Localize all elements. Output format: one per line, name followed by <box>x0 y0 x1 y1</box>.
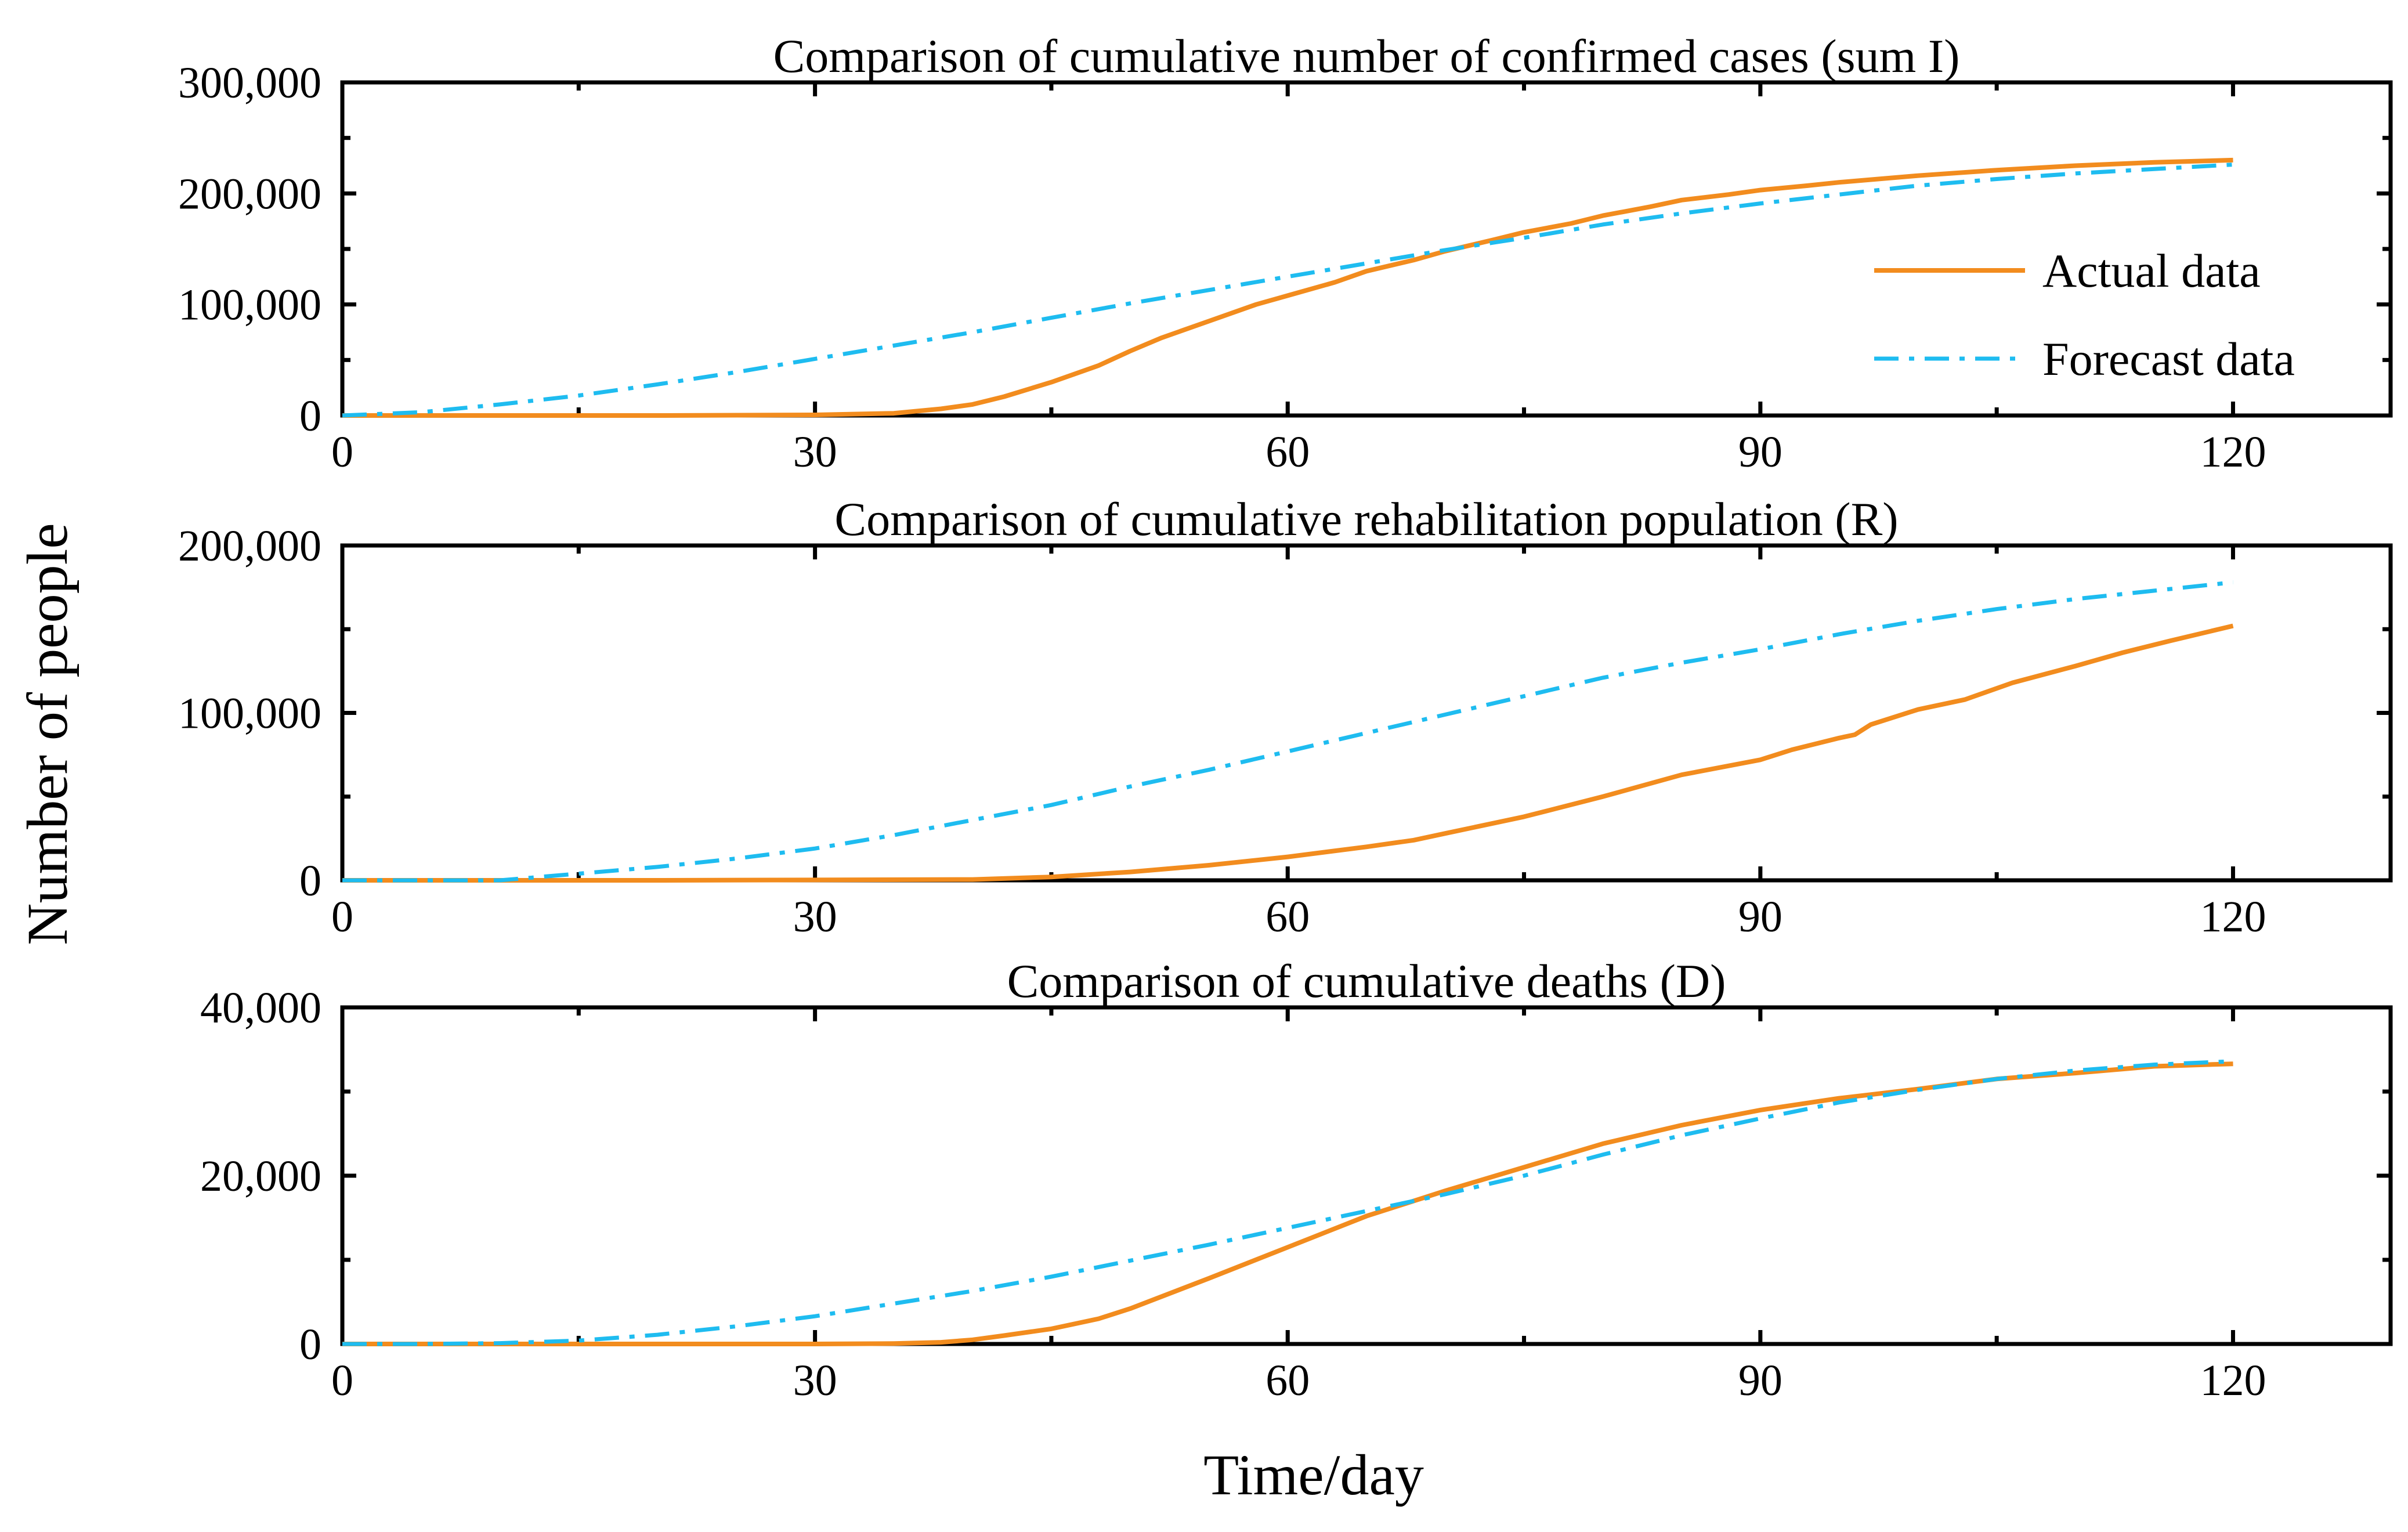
legend-forecast-label: Forecast data <box>2042 333 2295 385</box>
chart-panel: Comparison of cumulative deaths (D) 0 30 60… <box>200 955 2393 1405</box>
y-tick-label: 0 <box>299 392 321 440</box>
series-actual-line <box>342 157 2233 418</box>
chart-panel: Comparison of cumulative number of confi… <box>178 30 2393 476</box>
y-tick-label: 0 <box>299 857 321 905</box>
legend-actual-label: Actual data <box>2042 244 2261 297</box>
x-tick-label: 0 <box>331 1356 353 1405</box>
x-tick-label: 30 <box>793 1356 837 1405</box>
y-tick-label: 20,000 <box>200 1152 321 1201</box>
y-tick-label: 200,000 <box>178 169 321 218</box>
series-forecast-line <box>342 1059 2233 1346</box>
series-forecast-line <box>342 162 2233 418</box>
series-forecast-line <box>342 580 2233 883</box>
legend: Actual data Forecast data <box>1874 244 2295 385</box>
y-tick-label: 40,000 <box>200 984 321 1032</box>
y-tick-label: 0 <box>299 1320 321 1369</box>
chart-panels: Comparison of cumulative number of confi… <box>178 30 2393 1405</box>
y-axis-label: Number of people <box>15 523 79 945</box>
series-actual-line <box>342 1061 2233 1346</box>
chart-panel: Comparison of cumulative rehabilitation … <box>178 493 2393 941</box>
x-tick-label: 120 <box>2200 428 2266 476</box>
x-tick-label: 90 <box>1738 893 1783 941</box>
x-tick-label: 120 <box>2200 1356 2266 1405</box>
plot-frame <box>340 543 2393 883</box>
panel-title: Comparison of cumulative number of confi… <box>773 30 1960 82</box>
x-tick-label: 0 <box>331 428 353 476</box>
x-tick-label: 60 <box>1266 893 1310 941</box>
x-tick-label: 30 <box>793 893 837 941</box>
x-tick-label: 60 <box>1266 428 1310 476</box>
x-tick-label: 0 <box>331 893 353 941</box>
x-tick-label: 30 <box>793 428 837 476</box>
y-tick-label: 200,000 <box>178 522 321 570</box>
series-actual-line <box>342 623 2234 883</box>
y-tick-label: 100,000 <box>178 281 321 330</box>
panel-title: Comparison of cumulative rehabilitation … <box>834 493 1898 545</box>
x-tick-label: 90 <box>1738 1356 1783 1405</box>
y-tick-label: 100,000 <box>178 689 321 738</box>
x-tick-label: 60 <box>1266 1356 1310 1405</box>
x-tick-label: 120 <box>2200 893 2266 941</box>
x-axis-label: Time/day <box>1203 1443 1424 1507</box>
plot-frame <box>340 1005 2393 1346</box>
panel-title: Comparison of cumulative deaths (D) <box>1007 955 1726 1007</box>
y-tick-label: 300,000 <box>178 59 321 107</box>
x-tick-label: 90 <box>1738 428 1783 476</box>
